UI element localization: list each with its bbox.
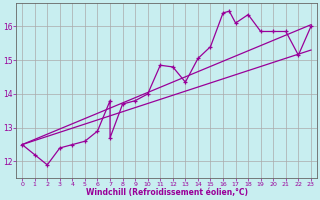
X-axis label: Windchill (Refroidissement éolien,°C): Windchill (Refroidissement éolien,°C)	[85, 188, 248, 197]
